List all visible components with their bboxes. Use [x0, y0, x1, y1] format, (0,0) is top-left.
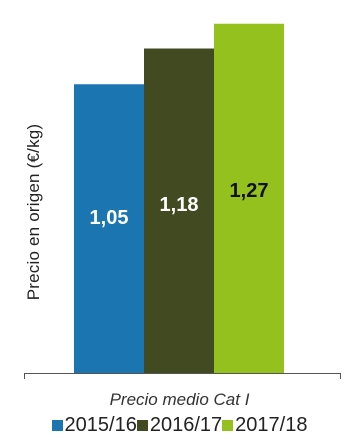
x-axis-category-label: Precio medio Cat I [109, 390, 250, 409]
data-label-2016-17: 1,18 [160, 194, 199, 216]
data-label-2017-18: 1,27 [230, 180, 269, 202]
bar-2017-18 [214, 23, 284, 373]
legend-swatch-2015-16 [51, 420, 63, 431]
legend-item-2017-18: 2017/18 [222, 414, 307, 437]
legend-swatch-2017-18 [222, 420, 234, 431]
bar-2015-16 [74, 84, 144, 373]
legend-item-2015-16: 2015/16 [51, 414, 137, 437]
y-axis-label: Precio en origen (€/kg) [24, 123, 43, 301]
data-label-2015-16: 1,05 [90, 207, 129, 229]
legend-label-2017-18: 2017/18 [235, 414, 308, 436]
legend: 2015/16 2016/17 2017/18 [0, 414, 359, 437]
legend-item-2016-17: 2016/17 [136, 414, 223, 437]
bar-2016-17 [144, 48, 214, 373]
legend-label-2015-16: 2015/16 [64, 414, 137, 436]
legend-label-2016-17: 2016/17 [149, 414, 223, 436]
legend-swatch-2016-17 [136, 420, 148, 431]
